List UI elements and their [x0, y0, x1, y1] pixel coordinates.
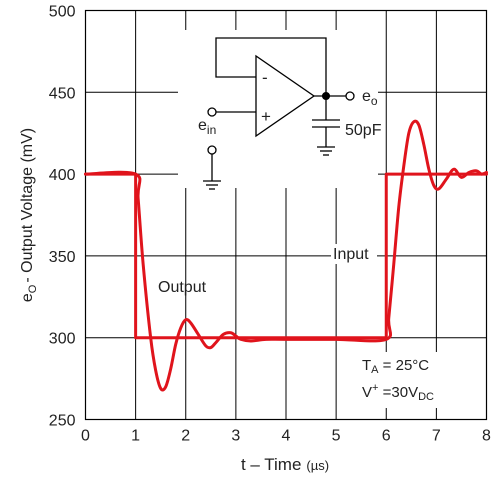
eo-label: eo: [362, 88, 378, 108]
plot-frame: [84, 9, 488, 421]
x-tick-label: 8: [482, 428, 491, 445]
x-tick-label: 2: [181, 428, 190, 445]
y-tick-label: 350: [49, 249, 76, 266]
x-tick-label: 1: [131, 428, 140, 445]
ein-label: ein: [198, 117, 216, 137]
input-annotation: Input: [333, 246, 369, 263]
y-tick-label: 500: [49, 4, 76, 21]
conditions-mask: [358, 352, 478, 408]
y-axis-title: eO- Output Voltage (mV): [19, 128, 39, 302]
y-tick-label: 400: [49, 167, 76, 184]
ground-terminal: [207, 145, 217, 155]
x-tick-label: 0: [81, 428, 90, 445]
feedback-wire: [215, 37, 327, 96]
x-tick-label: 3: [231, 428, 240, 445]
opamp-minus-sign: -: [262, 68, 268, 87]
x-tick-label: 6: [382, 428, 391, 445]
supply-condition: V+ =30VDC: [362, 382, 434, 403]
input-label-mask: [331, 244, 377, 264]
output-terminal: [345, 91, 355, 101]
input-terminal: [207, 107, 217, 117]
cap-label: 50pF: [345, 122, 382, 139]
y-tick-label: 450: [49, 85, 76, 102]
output-annotation: Output: [158, 279, 207, 296]
y-tick-label: 300: [49, 331, 76, 348]
x-tick-label: 4: [282, 428, 291, 445]
y-tick-label: 250: [49, 413, 76, 430]
temperature-condition: TA = 25°C: [362, 357, 429, 376]
x-tick-label: 5: [332, 428, 341, 445]
opamp-plus-sign: +: [261, 107, 271, 126]
tick-labels: 0 1 2 3 4 5 6 7 8 250 300 350 400 450 500: [49, 4, 491, 445]
series-output-line: [84, 119, 488, 392]
opamp-triangle: [255, 54, 316, 138]
opamp-schematic: [203, 37, 355, 190]
series-group: [84, 119, 488, 392]
x-axis-title: t – Time (µs): [241, 455, 329, 474]
x-tick-label: 7: [432, 428, 441, 445]
